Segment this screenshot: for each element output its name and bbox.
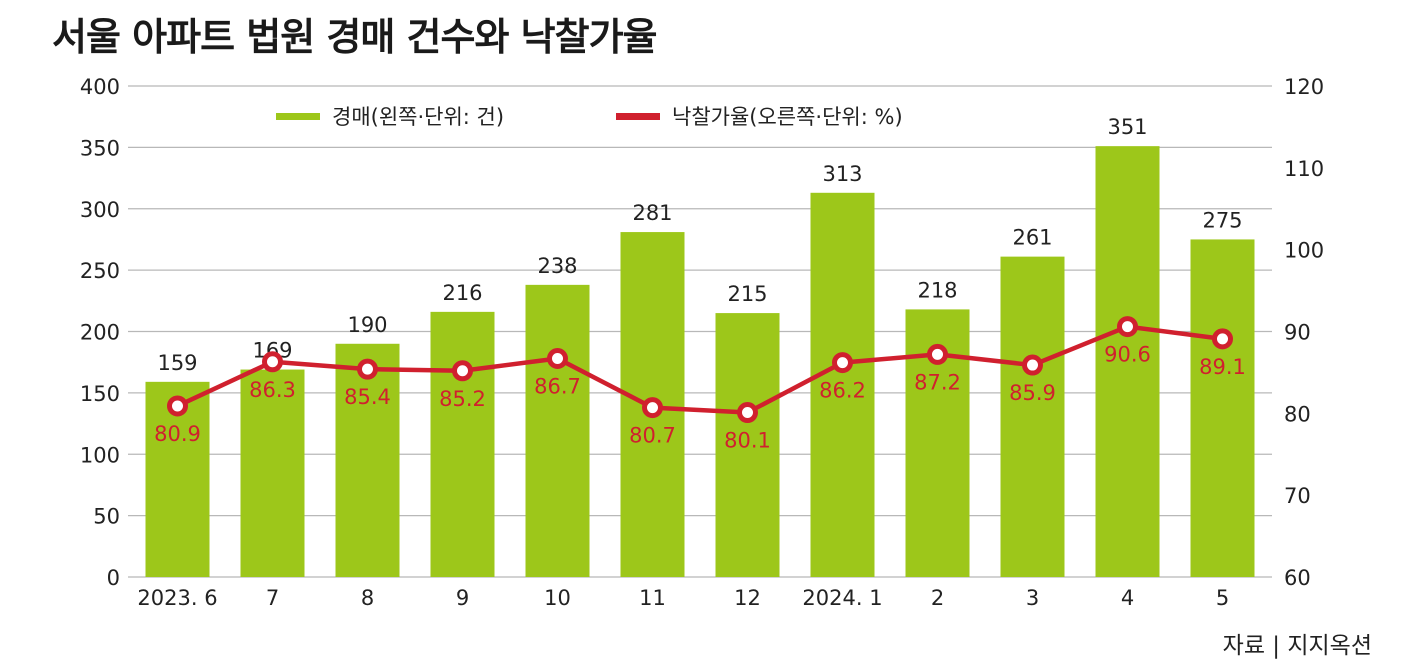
x-axis-tick-label: 8 [361, 586, 374, 610]
left-axis-tick-label: 150 [80, 382, 120, 406]
rate-point [737, 402, 758, 424]
rate-value-label: 87.2 [914, 370, 961, 394]
rate-value-label: 86.2 [819, 379, 866, 403]
rate-point [832, 352, 853, 374]
bar-value-label: 190 [347, 313, 387, 337]
left-axis-tick-label: 250 [80, 259, 120, 283]
chart-title: 서울 아파트 법원 경매 건수와 낙찰가율 [52, 15, 658, 59]
rate-point [1022, 354, 1043, 376]
rate-point [262, 351, 283, 373]
x-axis-tick-label: 5 [1216, 586, 1229, 610]
legend-label-bar: 경매(왼쪽·단위: 건) [332, 105, 504, 129]
legend-swatch-line [616, 113, 660, 120]
rate-point [642, 397, 663, 419]
bar-value-label: 218 [917, 278, 957, 302]
bar [1000, 256, 1065, 577]
right-axis-tick-label: 100 [1284, 239, 1324, 263]
left-axis-tick-label: 50 [93, 505, 120, 529]
bar-value-label: 261 [1012, 226, 1052, 250]
rate-value-label: 85.9 [1009, 381, 1056, 405]
bar [1095, 146, 1160, 577]
left-axis-tick-label: 100 [80, 443, 120, 467]
legend-label-line: 낙찰가율(오른쪽·단위: %) [672, 105, 903, 129]
right-axis-tick-label: 110 [1284, 157, 1324, 181]
rate-value-label: 90.6 [1104, 343, 1151, 367]
bar [810, 192, 875, 578]
legend: 경매(왼쪽·단위: 건) 낙찰가율(오른쪽·단위: %) [276, 105, 903, 129]
bar-value-label: 351 [1107, 115, 1147, 139]
bar-value-label: 159 [157, 351, 197, 375]
left-axis-tick-label: 200 [80, 321, 120, 345]
grid-lines [128, 85, 1272, 578]
x-axis-tick-label: 3 [1026, 586, 1039, 610]
x-axis-tick-label: 2 [931, 586, 944, 610]
x-axis-tick-label: 7 [266, 586, 279, 610]
rate-point [357, 358, 378, 380]
axis-labels: 0 50 100 150 200 250 300 350 400 60 70 80 90 100 110 12… [80, 75, 1324, 610]
x-axis-tick-label: 2023. 6 [137, 586, 217, 610]
x-axis-tick-label: 4 [1121, 586, 1134, 610]
rate-value-label: 89.1 [1199, 355, 1246, 379]
left-axis-tick-label: 0 [107, 566, 120, 590]
rate-point [167, 395, 188, 417]
rate-point [547, 348, 568, 370]
bar [240, 369, 305, 577]
x-axis-tick-label: 10 [544, 586, 571, 610]
bar-value-label: 275 [1202, 208, 1242, 232]
right-axis-tick-label: 70 [1284, 484, 1311, 508]
x-axis-tick-label: 9 [456, 586, 469, 610]
rate-value-label: 80.9 [154, 422, 201, 446]
rate-value-label: 85.2 [439, 387, 486, 411]
bar-value-label: 216 [442, 281, 482, 305]
rate-value-label: 86.7 [534, 375, 581, 399]
x-axis-tick-label: 2024. 1 [802, 586, 882, 610]
rate-point [1212, 328, 1233, 350]
bar [525, 284, 590, 577]
left-axis-tick-label: 300 [80, 198, 120, 222]
x-axis-tick-label: 12 [734, 586, 761, 610]
rate-point [1117, 316, 1138, 338]
rate-value-label: 86.3 [249, 378, 296, 402]
right-axis-tick-label: 90 [1284, 321, 1311, 345]
rate-value-label: 85.4 [344, 385, 391, 409]
bar [1190, 239, 1255, 577]
left-axis-tick-label: 350 [80, 136, 120, 160]
bar-value-label: 238 [537, 254, 577, 278]
right-axis-tick-label: 120 [1284, 75, 1324, 99]
rate-value-label: 80.7 [629, 424, 676, 448]
bar-value-label: 215 [727, 282, 767, 306]
bar [430, 311, 495, 577]
rate-line [176, 324, 1223, 415]
bar [335, 343, 400, 577]
bar-value-label: 313 [822, 162, 862, 186]
line-series: 80.9 86.3 85.4 85.2 86.7 80.7 80.1 86.2 87.2 85.9… [154, 316, 1246, 453]
left-axis-tick-label: 400 [80, 75, 120, 99]
rate-point [927, 343, 948, 365]
x-axis-tick-label: 11 [639, 586, 666, 610]
right-axis-tick-label: 60 [1284, 566, 1311, 590]
legend-swatch-bar [276, 113, 320, 120]
bar [715, 313, 780, 577]
bar-value-label: 281 [632, 201, 672, 225]
rate-value-label: 80.1 [724, 429, 771, 453]
source-note: 자료 | 지지옥션 [1222, 633, 1372, 659]
rate-point [452, 360, 473, 382]
right-axis-tick-label: 80 [1284, 402, 1311, 426]
